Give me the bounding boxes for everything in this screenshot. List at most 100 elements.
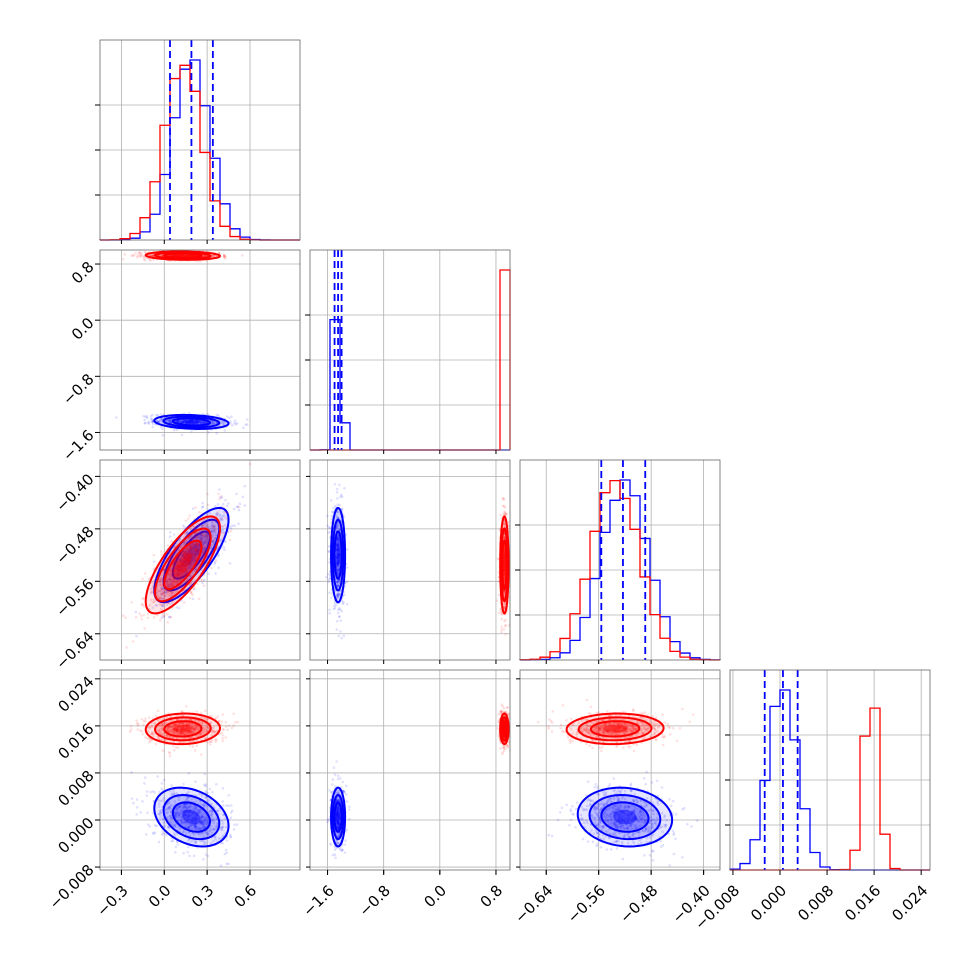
- scatter-point: [209, 546, 213, 549]
- scatter-point: [337, 581, 341, 584]
- scatter-point: [159, 576, 163, 580]
- scatter-point: [177, 555, 181, 558]
- scatter-point: [157, 840, 161, 844]
- scatter-point: [181, 564, 185, 567]
- scatter-point: [165, 603, 169, 607]
- scatter-point: [188, 556, 191, 560]
- panel-frame: [519, 459, 721, 661]
- scatter-point: [203, 254, 206, 258]
- scatter-point: [327, 545, 331, 548]
- scatter-point: [340, 636, 343, 640]
- scatter-point: [228, 416, 231, 420]
- scatter-point: [175, 574, 179, 577]
- scatter-point: [220, 531, 224, 535]
- scatter-point: [202, 857, 205, 861]
- scatter-point: [189, 420, 193, 424]
- scatter-point: [193, 552, 197, 556]
- scatter-point: [187, 551, 190, 554]
- scatter-point: [189, 418, 193, 422]
- scatter-point: [186, 558, 190, 562]
- scatter-point: [226, 415, 229, 418]
- scatter-point: [328, 608, 331, 612]
- scatter-point: [187, 552, 191, 555]
- scatter-point: [178, 573, 182, 577]
- scatter-point: [192, 569, 196, 573]
- scatter-point: [201, 524, 204, 528]
- scatter-point: [334, 603, 338, 607]
- scatter-point: [203, 535, 207, 538]
- scatter-point: [189, 547, 192, 550]
- scatter-point: [227, 530, 230, 534]
- scatter-point: [216, 511, 219, 514]
- scatter-point: [172, 565, 176, 569]
- scatter-point: [180, 570, 184, 574]
- scatter-point: [183, 565, 187, 568]
- scatter-point: [186, 559, 189, 562]
- scatter-point: [221, 525, 224, 529]
- scatter-point: [188, 422, 192, 425]
- scatter-point: [160, 598, 164, 601]
- scatter-point: [193, 550, 197, 554]
- scatter-point: [196, 542, 199, 546]
- scatter-point: [337, 539, 340, 542]
- scatter-point: [204, 539, 207, 543]
- scatter-point: [171, 583, 175, 586]
- scatter-point: [217, 492, 220, 496]
- scatter-point: [197, 535, 201, 539]
- scatter-point: [183, 571, 186, 574]
- scatter-point: [190, 254, 194, 257]
- scatter-point: [167, 593, 170, 597]
- scatter-point: [202, 551, 206, 554]
- scatter-point: [195, 541, 198, 545]
- scatter-point: [168, 615, 172, 619]
- scatter-point: [191, 546, 194, 550]
- scatter-point: [176, 566, 180, 570]
- scatter-point: [220, 517, 224, 521]
- scatter-point: [180, 556, 184, 560]
- scatter-point: [194, 547, 197, 551]
- scatter-point: [171, 580, 175, 583]
- scatter-point: [151, 425, 155, 429]
- scatter-point: [196, 551, 199, 554]
- scatter-point: [130, 254, 133, 257]
- scatter-point: [184, 572, 188, 576]
- scatter-point: [178, 545, 182, 548]
- scatter-point: [345, 566, 349, 569]
- scatter-point: [190, 552, 193, 555]
- scatter-point: [169, 585, 172, 589]
- scatter-point: [172, 600, 175, 604]
- scatter-point: [336, 497, 339, 500]
- scatter-point: [183, 588, 187, 591]
- scatter-point: [336, 568, 340, 572]
- scatter-point: [187, 567, 190, 570]
- scatter-point: [189, 556, 193, 559]
- scatter-point: [219, 422, 223, 426]
- scatter-point: [124, 616, 127, 619]
- scatter-point: [195, 546, 199, 549]
- scatter-point: [131, 640, 135, 643]
- scatter-point: [503, 624, 507, 628]
- scatter-point: [165, 584, 168, 587]
- scatter-point: [171, 254, 175, 257]
- scatter-point: [188, 596, 192, 600]
- gridlines: [520, 460, 720, 660]
- scatter-point: [149, 790, 152, 794]
- scatter-point: [206, 412, 210, 416]
- scatter-point: [165, 580, 169, 584]
- scatter-point: [172, 564, 176, 568]
- scatter-point: [502, 628, 506, 631]
- scatter-point: [186, 558, 190, 562]
- scatter-point: [176, 548, 180, 552]
- scatter-point: [223, 548, 226, 552]
- scatter-point: [186, 580, 189, 583]
- scatter-point: [197, 523, 201, 527]
- scatter-point: [154, 604, 158, 607]
- scatter-point: [193, 535, 197, 538]
- scatter-point: [218, 497, 221, 501]
- scatter-point: [192, 525, 196, 529]
- scatter-point: [337, 554, 340, 558]
- scatter-point: [196, 549, 200, 552]
- scatter-point: [185, 557, 188, 561]
- scatter-point: [229, 804, 233, 807]
- scatter-point: [217, 566, 220, 569]
